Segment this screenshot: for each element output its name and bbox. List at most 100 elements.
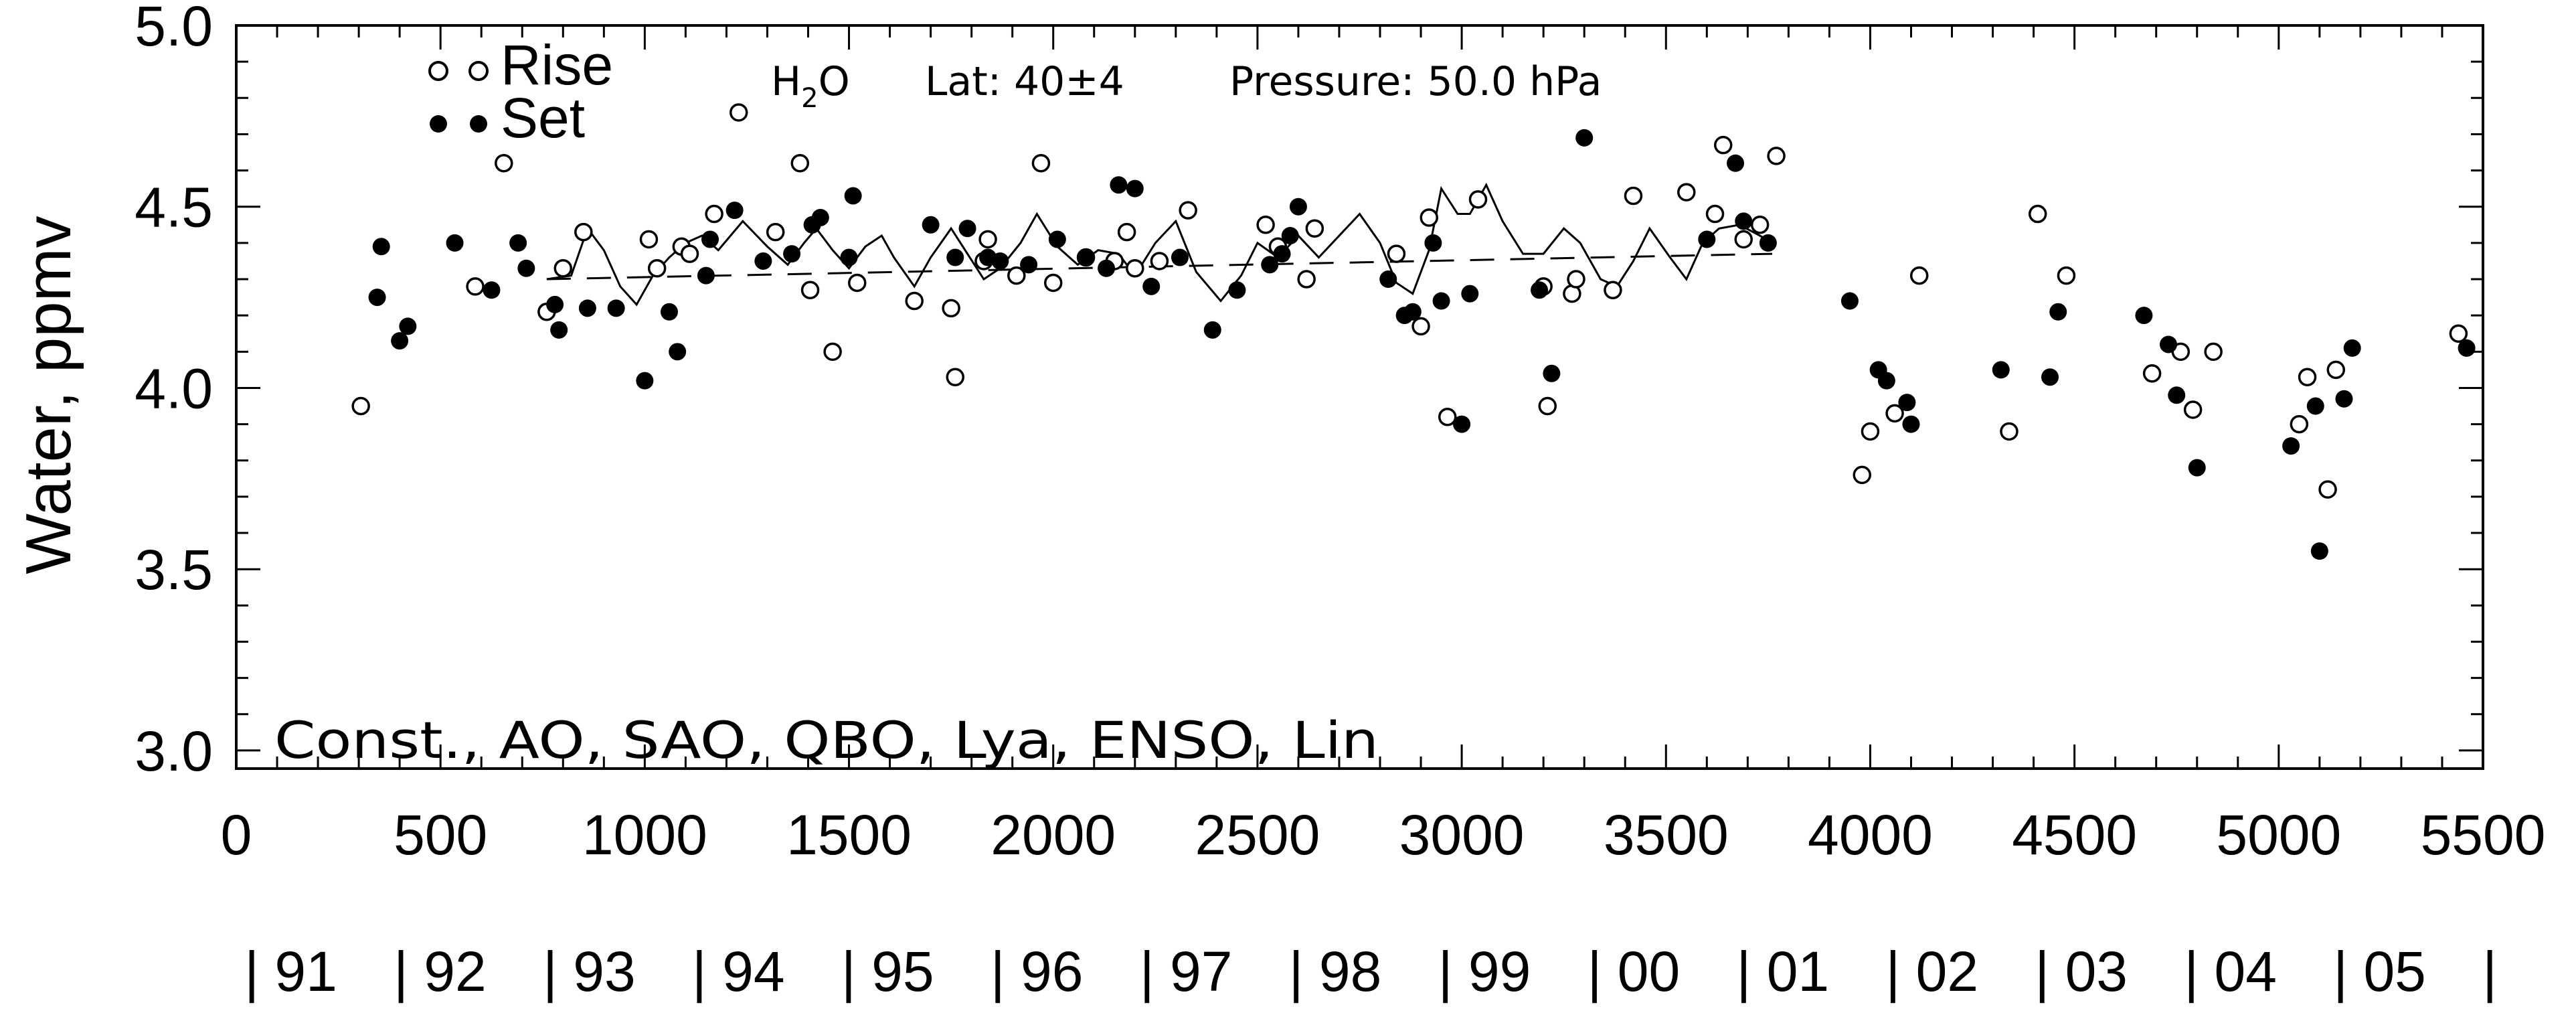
rise-point — [680, 244, 699, 263]
rise-point — [766, 222, 785, 242]
rise-point — [1705, 204, 1725, 224]
rise-point — [2142, 364, 2162, 383]
rise-point — [1713, 135, 1733, 155]
set-point — [946, 248, 964, 266]
set-point — [697, 266, 715, 285]
y-tick-labels: 3.0 3.5 4.0 4.5 5.0 — [135, 0, 213, 783]
year-label: | 03 — [2035, 940, 2128, 1003]
set-point — [1020, 256, 1038, 274]
set-point — [1432, 292, 1450, 310]
rise-point — [2326, 360, 2346, 380]
rise-point — [2000, 422, 2019, 441]
set-point — [840, 248, 858, 266]
x-tick-label: 1000 — [582, 803, 707, 866]
set-point — [1735, 212, 1753, 230]
rise-point — [790, 154, 810, 173]
rise-point — [1538, 396, 1557, 416]
rise-point — [2204, 342, 2223, 362]
set-point — [725, 202, 744, 220]
rise-point — [1750, 216, 1770, 234]
rise-point — [1468, 190, 1488, 209]
rise-point — [1604, 281, 1622, 300]
legend-set-marker — [430, 115, 447, 133]
rise-point — [905, 291, 924, 311]
year-label: | 98 — [1289, 940, 1382, 1003]
rise-point — [946, 368, 964, 386]
fit-line — [546, 182, 1773, 307]
set-point — [509, 234, 527, 252]
rise-point — [1909, 266, 1929, 285]
rise-point — [1031, 154, 1051, 173]
set-point — [1098, 259, 1116, 277]
rise-point — [2183, 400, 2203, 419]
y-tick-label: 4.5 — [135, 176, 213, 239]
header-text: H2O Lat: 40±4 Pressure: 50.0 hPa — [771, 58, 1602, 114]
set-point — [2458, 339, 2476, 357]
rise-point — [1126, 259, 1144, 278]
year-label: | 93 — [543, 940, 636, 1003]
set-point — [1289, 198, 1307, 216]
set-point — [1273, 245, 1291, 263]
set-point — [1203, 321, 1221, 339]
set-point — [2168, 386, 2186, 404]
set-point — [2049, 303, 2067, 321]
x-tick-label: 5000 — [2216, 803, 2341, 866]
x-tick-labels: 0 500 1000 1500 2000 2500 3000 3500 4000 4500 5000… — [221, 803, 2546, 866]
year-label: | 97 — [1140, 940, 1233, 1003]
set-point — [922, 216, 940, 234]
set-point — [1403, 303, 1422, 321]
set-point — [2135, 307, 2153, 325]
set-point — [783, 245, 801, 263]
rise-point — [639, 230, 659, 249]
rise-point — [495, 154, 513, 173]
set-point — [517, 259, 535, 277]
set-point — [399, 317, 417, 335]
x-tick-label: 5500 — [2421, 803, 2546, 866]
year-label: | 96 — [991, 940, 1084, 1003]
rise-point — [2318, 480, 2337, 499]
set-point — [1281, 227, 1299, 245]
legend-rise-label: Rise — [501, 33, 613, 96]
x-tick-label: 3500 — [1604, 803, 1729, 866]
legend-rise-marker — [468, 61, 489, 81]
set-point — [1126, 179, 1144, 198]
set-point — [1261, 256, 1279, 274]
set-point — [1531, 281, 1549, 299]
set-point — [1077, 248, 1095, 266]
year-label: | 00 — [1587, 940, 1681, 1003]
legend-set-label: Set — [501, 86, 585, 149]
pressure-label: Pressure: 50.0 hPa — [1229, 58, 1602, 105]
rise-point — [1297, 270, 1316, 289]
set-point — [550, 321, 568, 339]
y-tick-label: 3.5 — [135, 538, 213, 601]
set-point — [1759, 234, 1777, 252]
set-point — [1424, 234, 1442, 252]
set-point — [701, 230, 719, 248]
x-tick-label: 2500 — [1195, 803, 1320, 866]
year-label: | 91 — [244, 940, 337, 1003]
set-point — [991, 252, 1009, 270]
rise-point — [2057, 266, 2076, 285]
year-label: | 04 — [2184, 940, 2277, 1003]
set-point — [1898, 394, 1916, 412]
year-label: | 02 — [1885, 940, 1978, 1003]
rise-point — [1420, 208, 1439, 227]
rise-point — [942, 299, 960, 318]
rise-point — [553, 259, 573, 278]
plot-frame — [235, 24, 2484, 770]
set-point — [368, 289, 386, 307]
x-tick-label: 1500 — [786, 803, 912, 866]
rise-point — [1256, 216, 1275, 234]
set-point — [2188, 459, 2206, 477]
rise-point — [729, 103, 748, 122]
set-point — [844, 187, 862, 205]
x-tick-label: 0 — [221, 803, 252, 866]
legend-set-marker — [470, 115, 487, 133]
x-tick-label: 4500 — [2012, 803, 2137, 866]
set-point — [754, 252, 772, 270]
latitude-label: Lat: 40±4 — [925, 58, 1124, 105]
set-point — [2041, 368, 2059, 386]
set-point — [1048, 230, 1066, 248]
set-point — [2282, 437, 2300, 455]
legend: Rise Set — [428, 33, 613, 149]
